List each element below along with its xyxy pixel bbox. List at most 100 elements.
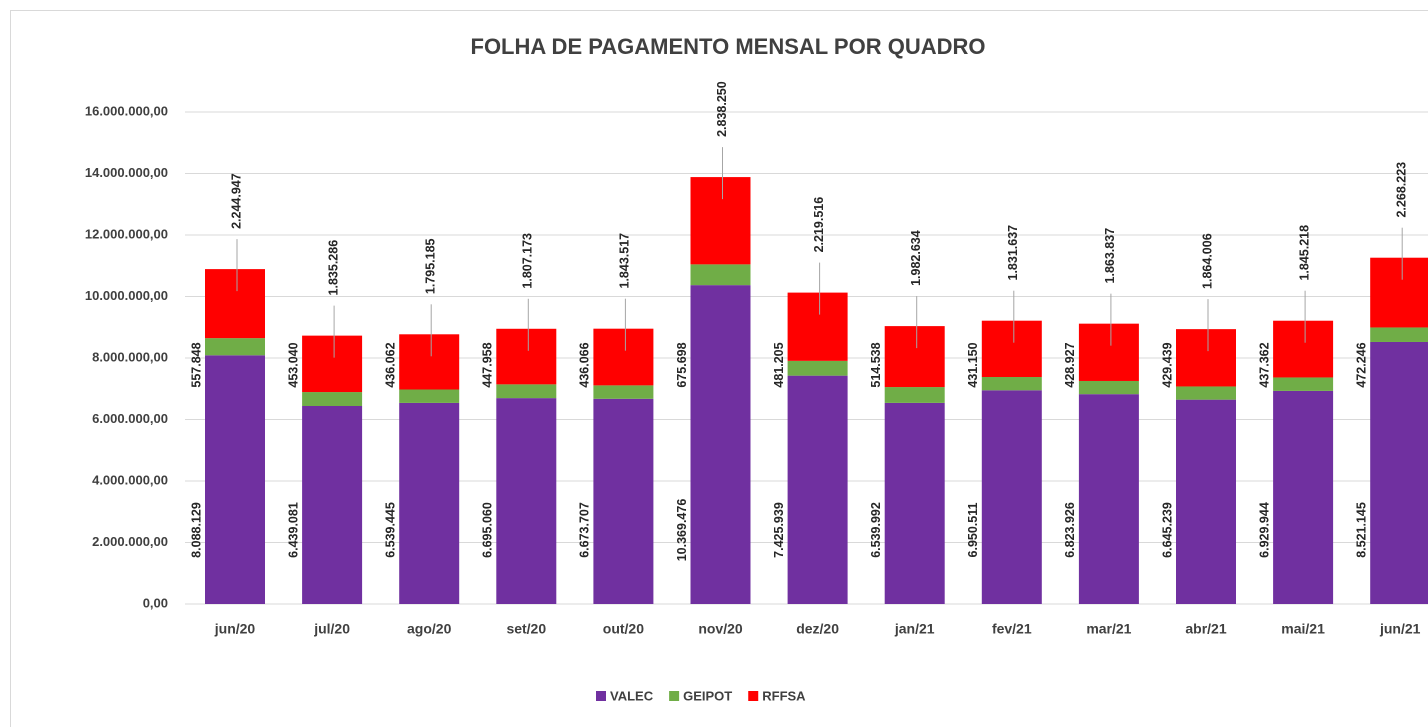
bar-segment <box>1078 394 1139 604</box>
value-label: 8.088.129 <box>189 502 203 558</box>
bar-segment <box>1176 329 1236 387</box>
bar-segment <box>1078 323 1139 381</box>
value-label: 1.795.185 <box>423 238 437 294</box>
bar-segment <box>496 328 557 385</box>
legend-label: VALEC <box>610 688 654 703</box>
y-tick-label: 0,00 <box>143 595 168 610</box>
bar-segment <box>302 335 363 393</box>
value-label: 6.695.060 <box>481 502 495 558</box>
legend-swatch <box>596 691 606 701</box>
value-label: 557.848 <box>189 342 203 387</box>
y-tick-label: 6.000.000,00 <box>92 411 168 426</box>
value-label: 481.205 <box>772 342 786 387</box>
legend-label: RFFSA <box>762 688 806 703</box>
bar-segment <box>787 360 848 376</box>
value-label: 1.831.637 <box>1006 225 1020 281</box>
value-label: 447.958 <box>481 342 495 387</box>
value-label: 2.244.947 <box>229 173 243 229</box>
value-label: 6.950.511 <box>966 502 980 557</box>
value-label: 6.645.239 <box>1160 502 1174 558</box>
bar-segment <box>205 355 265 604</box>
value-label: 6.823.926 <box>1063 502 1077 558</box>
value-label: 431.150 <box>966 342 980 387</box>
bar-segment <box>1176 386 1236 400</box>
bar-segment <box>884 402 945 604</box>
bar-segment <box>690 264 751 286</box>
value-label: 6.929.944 <box>1257 502 1271 558</box>
bar-segment <box>787 292 848 361</box>
x-tick-label: ago/20 <box>407 621 452 637</box>
bar-segment <box>399 402 460 604</box>
bar-segment <box>302 405 363 604</box>
x-tick-label: dez/20 <box>796 621 839 637</box>
bar-segment <box>1273 320 1334 378</box>
value-label: 1.864.006 <box>1200 233 1214 289</box>
value-label: 2.268.223 <box>1394 162 1408 218</box>
value-label: 1.835.286 <box>326 240 340 296</box>
value-label: 10.369.476 <box>675 499 689 562</box>
bar-segment <box>496 398 557 604</box>
bar-segment <box>884 326 945 388</box>
value-label: 472.246 <box>1354 342 1368 387</box>
bar-segment <box>205 269 265 339</box>
y-tick-label: 14.000.000,00 <box>85 165 168 180</box>
x-tick-label: mai/21 <box>1281 621 1325 637</box>
chart-title: FOLHA DE PAGAMENTO MENSAL POR QUADRO <box>471 34 986 59</box>
bar-segment <box>981 377 1042 391</box>
bar-segment <box>593 398 654 604</box>
x-tick-label: jun/21 <box>1379 621 1421 637</box>
value-label: 1.807.173 <box>521 233 535 289</box>
value-label: 6.439.081 <box>286 502 300 558</box>
value-label: 453.040 <box>286 342 300 387</box>
x-tick-label: nov/20 <box>698 621 743 637</box>
bar-segment <box>690 285 751 604</box>
x-tick-label: mar/21 <box>1086 621 1131 637</box>
y-tick-label: 12.000.000,00 <box>85 226 168 241</box>
bar-segment <box>205 338 265 356</box>
legend-label: GEIPOT <box>683 688 732 703</box>
bar-segment <box>593 385 654 399</box>
value-label: 436.062 <box>383 342 397 387</box>
x-tick-label: abr/21 <box>1185 621 1226 637</box>
y-tick-label: 16.000.000,00 <box>85 103 168 118</box>
x-tick-label: jul/20 <box>313 621 350 637</box>
legend-swatch <box>669 691 680 701</box>
x-tick-label: jun/20 <box>214 621 256 637</box>
legend-swatch <box>748 691 759 701</box>
value-label: 428.927 <box>1063 342 1077 387</box>
value-label: 2.219.516 <box>812 197 826 253</box>
bar-segment <box>1078 380 1139 395</box>
x-tick-label: set/20 <box>506 621 546 637</box>
bar-segment <box>981 390 1042 604</box>
value-label: 6.539.445 <box>383 502 397 558</box>
bar-segment <box>1273 390 1334 604</box>
value-label: 1.843.517 <box>618 233 632 289</box>
value-label: 1.845.218 <box>1297 225 1311 281</box>
bar-segment <box>593 328 654 386</box>
y-tick-label: 8.000.000,00 <box>92 349 168 364</box>
bar-segment <box>1370 341 1428 604</box>
bar-segment <box>496 384 557 399</box>
bar-segment <box>1176 399 1236 604</box>
value-label: 514.538 <box>869 342 883 387</box>
x-tick-label: out/20 <box>603 621 644 637</box>
bar-segment <box>690 177 751 265</box>
value-label: 2.838.250 <box>715 81 729 137</box>
bar-segment <box>981 320 1042 378</box>
bar-segment <box>787 375 848 604</box>
value-label: 8.521.145 <box>1354 502 1368 558</box>
bar-segment <box>1370 327 1428 342</box>
value-label: 429.439 <box>1160 342 1174 387</box>
x-tick-label: fev/21 <box>992 621 1032 637</box>
bar-segment <box>884 387 945 403</box>
value-label: 675.698 <box>675 342 689 387</box>
y-tick-label: 4.000.000,00 <box>92 472 168 487</box>
value-label: 436.066 <box>578 342 592 387</box>
bar-segment <box>399 334 460 390</box>
value-label: 437.362 <box>1257 342 1271 387</box>
value-label: 6.673.707 <box>578 502 592 558</box>
bar-segment <box>1370 257 1428 328</box>
y-tick-label: 2.000.000,00 <box>92 534 168 549</box>
y-tick-label: 10.000.000,00 <box>85 288 168 303</box>
